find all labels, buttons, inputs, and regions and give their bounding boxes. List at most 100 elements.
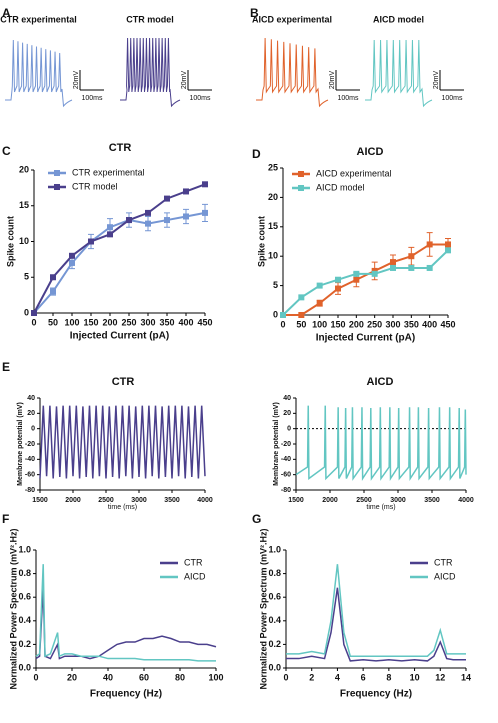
y-tick-label: 0 <box>273 309 278 319</box>
y-tick-label: 10 <box>19 236 29 246</box>
y-tick-label: -40 <box>281 456 291 463</box>
legend-swatch <box>298 171 304 177</box>
marker <box>335 276 341 283</box>
chart-title: AICD <box>357 146 384 158</box>
panel-letter: A <box>2 6 11 20</box>
x-tick-label: 150 <box>83 317 98 327</box>
legend-label: AICD <box>434 571 456 581</box>
y-tick-label: -20 <box>281 441 291 448</box>
series-line <box>286 587 466 662</box>
y-tick-label: 0 <box>287 426 291 433</box>
x-tick-label: 4 <box>335 672 340 682</box>
y-tick-label: -40 <box>25 456 35 463</box>
marker <box>202 181 208 188</box>
marker <box>316 300 323 307</box>
x-tick-label: 4000 <box>197 497 213 504</box>
x-tick-label: 350 <box>404 319 419 329</box>
x-tick-label: 250 <box>367 319 382 329</box>
series-line <box>33 183 206 314</box>
y-tick-label: 0.8 <box>268 568 281 578</box>
marker <box>316 282 323 289</box>
marker <box>280 312 286 318</box>
trace-label: AICD experimental <box>252 14 332 24</box>
y-tick-label: 20 <box>268 192 278 202</box>
scale-label: 20mV <box>329 71 336 90</box>
x-tick-label: 250 <box>121 317 136 327</box>
marker <box>126 217 132 224</box>
chart-title: CTR <box>109 142 132 154</box>
marker <box>335 285 341 292</box>
trace <box>256 37 329 108</box>
y-tick-label: 0 <box>31 426 35 433</box>
x-tick-label: 14 <box>461 672 471 682</box>
scale-label: 100ms <box>337 95 359 102</box>
series-line <box>35 587 217 660</box>
x-tick-label: 0 <box>280 319 285 329</box>
x-tick-label: 0 <box>33 672 38 682</box>
x-tick-label: 2500 <box>356 497 372 504</box>
series-line <box>282 249 449 316</box>
x-tick-label: 50 <box>48 317 58 327</box>
marker <box>145 209 151 216</box>
marker <box>298 312 305 318</box>
marker <box>445 247 451 254</box>
y-tick-label: -20 <box>25 441 35 448</box>
y-tick-label: 0.8 <box>18 568 31 578</box>
series-line <box>286 564 466 657</box>
marker <box>69 259 75 266</box>
marker <box>426 264 433 271</box>
y-tick-label: 1.0 <box>268 544 281 554</box>
marker <box>408 253 415 260</box>
scale-label: 100ms <box>441 95 463 102</box>
panel-letter: G <box>252 512 261 526</box>
y-tick-label: 20 <box>19 164 29 174</box>
series-line <box>283 243 448 316</box>
chart-title: AICD <box>367 376 394 388</box>
marker <box>183 213 189 220</box>
x-tick-label: 80 <box>175 672 185 682</box>
x-tick-label: 3000 <box>390 497 406 504</box>
series-line <box>295 405 467 481</box>
trace-label: CTR experimental <box>0 14 77 24</box>
y-axis-label: Spike count <box>5 216 15 267</box>
y-tick-label: 5 <box>273 280 278 290</box>
legend-label: CTR <box>184 557 203 567</box>
y-tick-label: 5 <box>24 272 29 282</box>
y-tick-label: 40 <box>283 395 291 402</box>
x-tick-label: 450 <box>440 319 455 329</box>
x-axis-label: time (ms) <box>108 504 137 511</box>
x-tick-label: 3000 <box>131 497 147 504</box>
legend-label: CTR experimental <box>72 167 145 177</box>
x-tick-label: 0 <box>31 317 36 327</box>
y-tick-label: 25 <box>268 162 278 172</box>
x-tick-label: 400 <box>178 317 193 327</box>
x-tick-label: 100 <box>208 672 223 682</box>
x-axis-label: Frequency (Hz) <box>90 689 162 700</box>
y-tick-label: 0.0 <box>18 662 31 672</box>
y-tick-label: -60 <box>281 472 291 479</box>
marker <box>50 288 56 295</box>
x-tick-label: 50 <box>296 319 306 329</box>
y-axis-label: Spike count <box>256 216 266 267</box>
panel-letter: C <box>2 144 11 158</box>
y-tick-label: 0 <box>24 307 29 317</box>
marker <box>183 188 189 195</box>
x-tick-label: 350 <box>159 317 174 327</box>
marker <box>390 259 396 266</box>
panel-letter: B <box>250 6 259 20</box>
x-tick-label: 3500 <box>164 497 180 504</box>
y-tick-label: 15 <box>19 200 29 210</box>
x-axis-label: Injected Current (pA) <box>70 331 169 342</box>
y-axis-label: Normalized Power Spectrum (mV².Hz) <box>258 528 268 689</box>
scale-label: 20mV <box>181 71 188 90</box>
y-tick-label: 20 <box>283 410 291 417</box>
x-tick-label: 3500 <box>424 497 440 504</box>
x-axis-label: Frequency (Hz) <box>340 689 412 700</box>
marker <box>202 209 208 216</box>
x-tick-label: 100 <box>312 319 327 329</box>
y-tick-label: 10 <box>268 251 278 261</box>
marker <box>408 264 415 271</box>
legend-label: AICD model <box>316 182 365 192</box>
y-tick-label: -60 <box>25 472 35 479</box>
